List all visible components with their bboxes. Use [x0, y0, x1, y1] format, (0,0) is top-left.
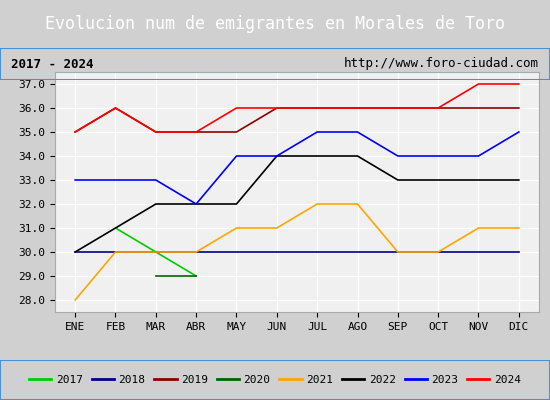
Text: http://www.foro-ciudad.com: http://www.foro-ciudad.com	[344, 58, 539, 70]
Text: 2017 - 2024: 2017 - 2024	[11, 58, 94, 70]
Text: Evolucion num de emigrantes en Morales de Toro: Evolucion num de emigrantes en Morales d…	[45, 15, 505, 33]
Legend: 2017, 2018, 2019, 2020, 2021, 2022, 2023, 2024: 2017, 2018, 2019, 2020, 2021, 2022, 2023…	[25, 370, 525, 390]
